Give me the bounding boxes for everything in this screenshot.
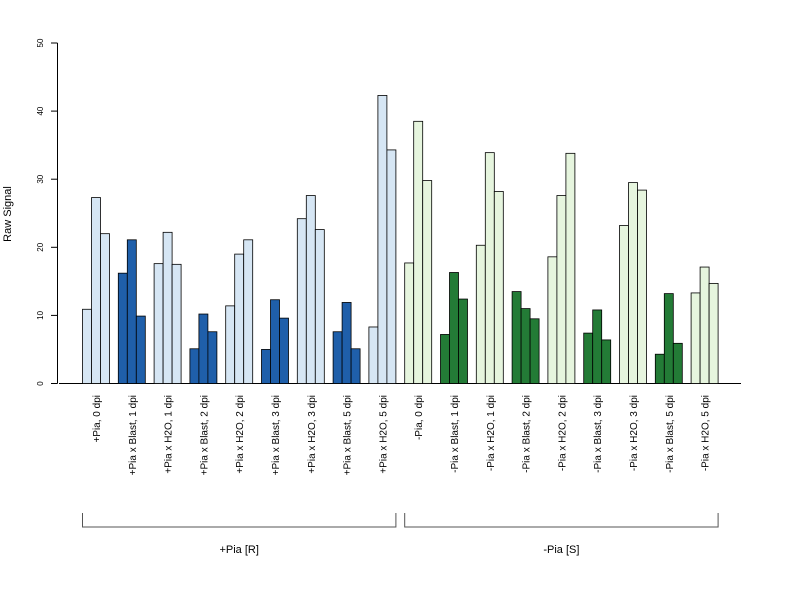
bar	[126, 239, 137, 384]
bar	[422, 180, 433, 384]
category-labels: +Pia, 0 dpi +Pia x Blast, 1 dpi +Pia x H2O…	[92, 395, 712, 475]
bar	[449, 272, 459, 384]
bar	[350, 348, 361, 384]
bar	[601, 339, 612, 384]
bar-series	[82, 95, 719, 384]
bar	[663, 293, 674, 384]
bar	[628, 182, 638, 384]
bar	[100, 233, 110, 384]
bar	[493, 191, 504, 384]
y-axis-title: Raw Signal	[2, 186, 14, 242]
bar	[296, 218, 307, 384]
category-label: -Pia x H2O, 5 dpi	[701, 395, 712, 471]
category-label: +Pia x Blast, 3 dpi	[271, 395, 282, 475]
bar	[484, 152, 495, 384]
bar	[270, 299, 280, 384]
bar	[117, 272, 128, 384]
bar	[413, 120, 424, 384]
bar	[654, 353, 665, 384]
category-label: -Pia x H2O, 2 dpi	[557, 395, 568, 471]
category-label: +Pia x Blast, 5 dpi	[343, 395, 354, 475]
category-label: -Pia x Blast, 1 dpi	[450, 395, 461, 473]
bar	[556, 195, 567, 384]
bar	[279, 317, 289, 384]
bar	[475, 244, 486, 384]
bar	[386, 149, 397, 384]
bar	[207, 331, 218, 384]
category-label: +Pia, 0 dpi	[92, 395, 103, 443]
category-label: +Pia x H2O, 2 dpi	[235, 395, 246, 474]
category-label: -Pia x Blast, 2 dpi	[522, 395, 533, 473]
bar	[529, 318, 540, 384]
group-bracket	[404, 513, 719, 528]
category-label: +Pia x H2O, 1 dpi	[164, 395, 175, 474]
bar	[520, 308, 531, 384]
bar	[565, 152, 576, 384]
bar	[368, 326, 379, 384]
bar	[234, 253, 245, 384]
y-tick-label: 20	[36, 242, 45, 251]
bar	[189, 348, 200, 384]
category-label: +Pia x H2O, 3 dpi	[307, 395, 318, 474]
category-label: +Pia x Blast, 2 dpi	[199, 395, 210, 475]
bar	[583, 332, 594, 384]
category-label: -Pia x Blast, 5 dpi	[665, 395, 676, 473]
bar	[690, 292, 701, 384]
bar	[672, 342, 683, 384]
bar	[305, 195, 316, 384]
y-tick-label: 40	[36, 106, 45, 115]
category-label: -Pia x Blast, 3 dpi	[593, 395, 604, 473]
bar	[592, 309, 603, 384]
y-tick-label: 0	[36, 381, 45, 386]
y-tick-label: 10	[36, 310, 45, 319]
bar	[162, 231, 173, 384]
bar	[332, 331, 343, 384]
group-label: +Pia [R]	[219, 544, 258, 556]
bar	[547, 256, 558, 384]
bar	[243, 239, 254, 384]
bar	[314, 229, 325, 384]
bar	[261, 349, 271, 384]
bar	[377, 95, 388, 384]
bar	[637, 189, 647, 384]
bar	[225, 305, 236, 384]
category-label: +Pia x Blast, 1 dpi	[128, 395, 139, 475]
group-label: -Pia [S]	[543, 544, 579, 556]
bar	[82, 308, 92, 384]
bar	[171, 263, 182, 384]
bar	[198, 313, 209, 384]
bar	[341, 302, 352, 384]
y-tick-label: 30	[36, 174, 45, 183]
category-label: -Pia x H2O, 1 dpi	[486, 395, 497, 471]
bar	[511, 291, 522, 384]
group-bracket	[82, 513, 397, 528]
bar	[404, 262, 415, 384]
y-tick-label: 50	[36, 38, 45, 47]
bar	[619, 225, 629, 384]
category-label: -Pia x H2O, 3 dpi	[629, 395, 640, 471]
group-brackets: +Pia [R] -Pia [S]	[82, 513, 719, 556]
bar	[153, 263, 164, 384]
bar	[440, 334, 450, 384]
category-label: +Pia x H2O, 5 dpi	[378, 395, 389, 474]
bar	[708, 282, 719, 384]
category-label: -Pia, 0 dpi	[414, 395, 425, 440]
bar	[458, 298, 468, 384]
bar	[699, 266, 710, 384]
y-axis: 0 10 20 30 40 50	[36, 38, 58, 386]
bar	[135, 315, 146, 384]
bar	[91, 197, 101, 384]
